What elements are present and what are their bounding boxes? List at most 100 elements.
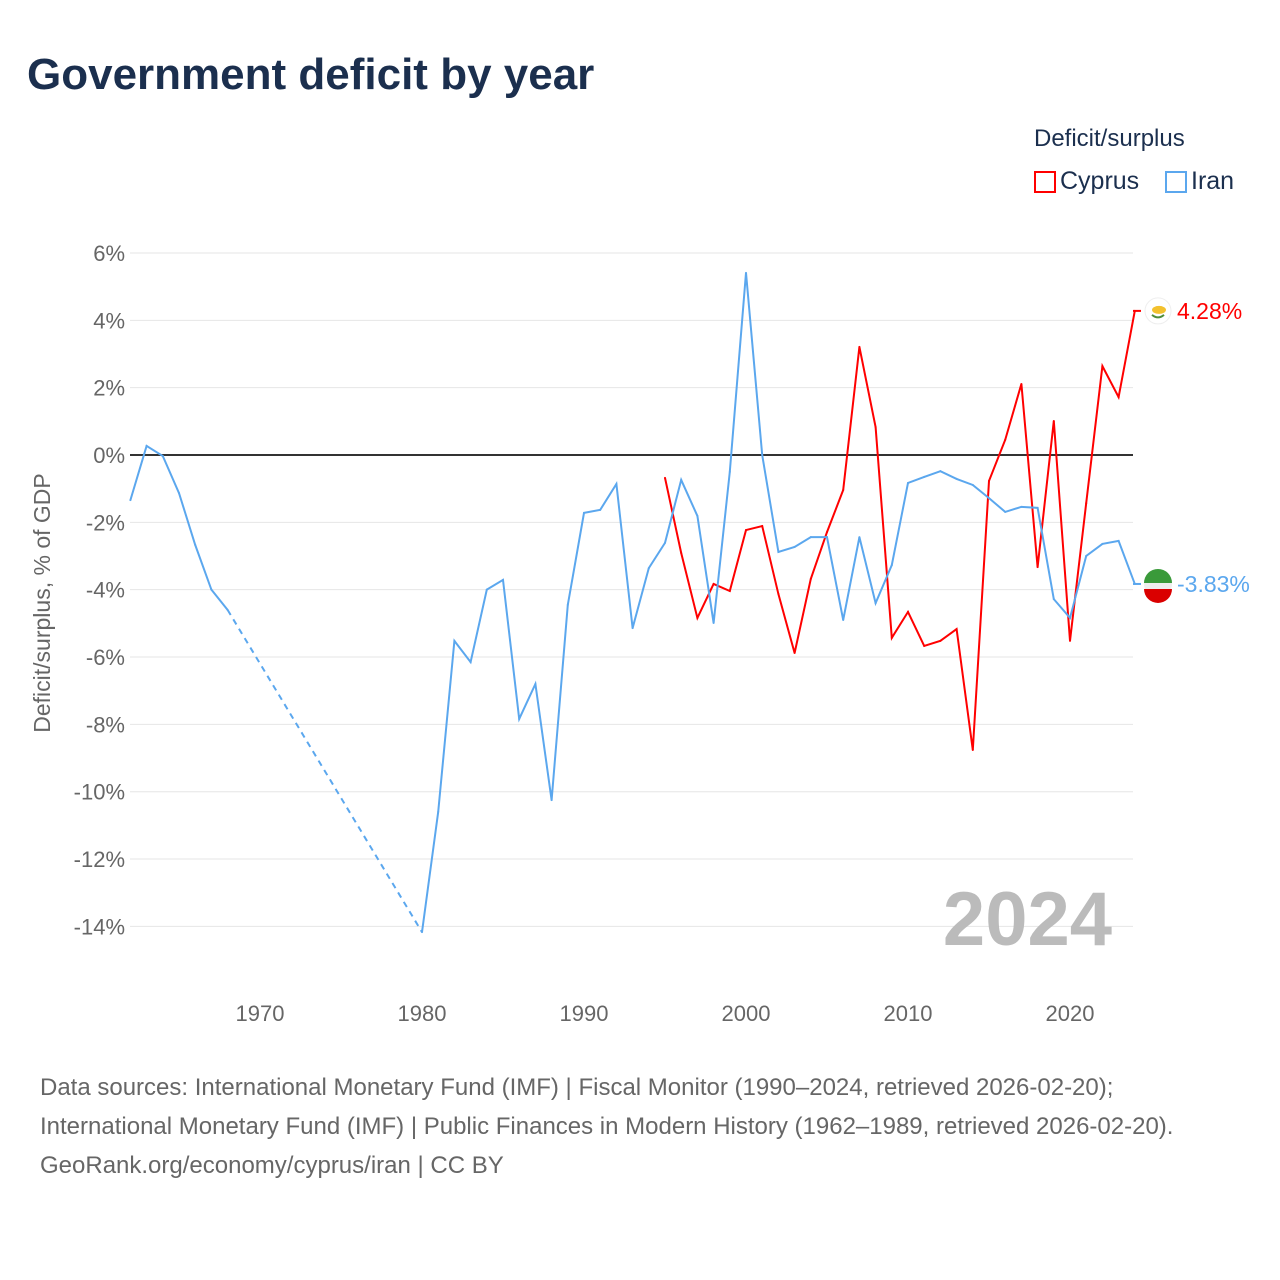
data-point-iran <box>923 475 926 478</box>
y-tick-label: -14% <box>74 914 125 939</box>
data-point-cyprus <box>1085 502 1088 505</box>
flag-olive <box>1151 314 1165 319</box>
x-tick-label: 1970 <box>236 1001 285 1026</box>
data-point-cyprus <box>907 610 909 613</box>
data-point-cyprus <box>809 577 812 580</box>
data-point-iran <box>550 799 553 802</box>
data-point-cyprus <box>923 644 926 647</box>
y-tick-label: -4% <box>86 578 125 603</box>
legend-label-iran: Iran <box>1191 167 1235 195</box>
data-point-cyprus <box>971 748 974 751</box>
data-point-iran <box>680 478 683 481</box>
y-tick-label: -2% <box>86 510 125 535</box>
data-point-iran <box>1020 505 1023 508</box>
legend-swatch-iran <box>1165 170 1187 193</box>
data-point-cyprus <box>858 345 861 348</box>
data-point-iran <box>696 514 699 517</box>
data-point-cyprus <box>761 525 764 528</box>
legend-title: Deficit/surplus <box>1034 125 1185 152</box>
line-chart: 6% 4% 2% 0% -2% -4% -6% -8% -10% -12% -14% 1970 1980… <box>29 241 1250 1026</box>
data-point-iran <box>712 622 715 625</box>
data-point-iran <box>1117 539 1120 542</box>
data-point-iran <box>777 550 780 553</box>
data-point-cyprus <box>826 531 828 534</box>
data-point-cyprus <box>777 593 780 596</box>
series-gap-iran <box>226 609 423 933</box>
data-point-cyprus <box>728 590 731 593</box>
data-point-iran <box>793 545 796 548</box>
data-point-iran <box>809 536 812 539</box>
data-point-iran <box>890 564 893 567</box>
x-tick-label: 2000 <box>722 1001 771 1026</box>
data-point-iran <box>583 511 585 514</box>
data-point-iran <box>1004 510 1007 513</box>
data-point-cyprus <box>874 426 877 429</box>
data-point-iran <box>502 578 504 581</box>
legend-label-cyprus: Cyprus <box>1060 167 1140 195</box>
flag-stripe <box>1144 568 1172 583</box>
data-point-cyprus <box>1036 566 1039 569</box>
data-point-iran <box>599 508 602 511</box>
data-point-cyprus <box>680 551 683 554</box>
y-tick-label: 0% <box>93 443 125 468</box>
series-line-iran <box>421 272 1136 933</box>
y-tick-label: -6% <box>86 645 125 670</box>
flag-stripe <box>1144 588 1172 603</box>
data-point-cyprus <box>988 479 990 482</box>
data-point-cyprus <box>1052 419 1055 422</box>
data-point-iran <box>971 483 974 486</box>
legend-item-cyprus[interactable]: Cyprus <box>1034 167 1139 196</box>
data-point-iran <box>518 717 521 720</box>
data-point-iran <box>1052 598 1055 601</box>
data-point-iran <box>647 567 650 570</box>
data-point-iran <box>469 661 472 664</box>
data-point-cyprus <box>745 529 747 532</box>
data-point-iran <box>1036 506 1039 509</box>
x-tick-label: 1990 <box>560 1001 609 1026</box>
data-point-iran <box>194 543 197 546</box>
data-point-cyprus <box>664 476 666 479</box>
credit-link[interactable]: GeoRank.org/economy/cyprus/iran | CC BY <box>40 1152 504 1179</box>
chart-title: Government deficit by year <box>27 50 595 99</box>
data-point-iran <box>615 482 618 485</box>
data-point-cyprus <box>1069 639 1071 642</box>
data-point-iran <box>437 810 440 813</box>
end-label-cyprus: 4.28% <box>1177 298 1242 324</box>
year-label: 2024 <box>943 877 1112 962</box>
y-tick-label: -10% <box>74 780 125 805</box>
series-line-iran <box>129 444 229 611</box>
data-point-iran <box>728 470 731 473</box>
data-point-iran <box>955 477 958 480</box>
data-sources: Data sources: International Monetary Fun… <box>40 1074 1174 1140</box>
data-point-iran <box>874 602 877 605</box>
x-tick-label: 2010 <box>884 1001 933 1026</box>
legend-item-iran[interactable]: Iran <box>1165 167 1234 196</box>
data-point-iran <box>745 271 747 274</box>
data-point-iran <box>145 444 148 447</box>
data-point-iran <box>566 603 569 606</box>
data-point-iran <box>534 682 537 685</box>
y-tick-label: 2% <box>93 376 125 401</box>
data-point-iran <box>858 536 861 539</box>
data-point-cyprus <box>1020 382 1023 385</box>
data-point-iran <box>826 536 828 539</box>
data-point-iran <box>210 588 213 591</box>
data-point-iran <box>178 492 180 495</box>
data-point-cyprus <box>842 489 845 492</box>
data-point-cyprus <box>712 582 715 585</box>
data-point-iran <box>842 618 845 621</box>
x-tick-label: 2020 <box>1046 1001 1095 1026</box>
footer: Data sources: International Monetary Fun… <box>40 1068 1240 1185</box>
legend-swatch-cyprus <box>1034 170 1056 193</box>
data-point-iran <box>939 470 942 473</box>
data-point-iran <box>1085 555 1088 558</box>
data-point-cyprus <box>1101 365 1104 368</box>
y-axis-label: Deficit/surplus, % of GDP <box>29 473 55 732</box>
y-tick-label: 4% <box>93 308 125 333</box>
data-point-cyprus <box>793 651 796 654</box>
y-tick-label: 6% <box>93 241 125 266</box>
data-point-iran <box>1069 616 1071 619</box>
data-point-cyprus <box>890 636 893 639</box>
data-point-iran <box>226 608 229 611</box>
